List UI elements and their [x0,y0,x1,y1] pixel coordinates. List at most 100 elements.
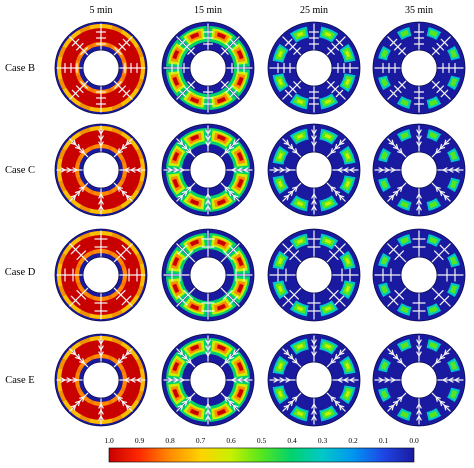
fin-branch [435,50,440,55]
fin-branch [439,353,443,360]
fin-branch [98,415,102,421]
melt-region [449,256,458,265]
melt-region [216,239,227,247]
fin-branch [287,190,294,194]
melt-region [236,151,244,162]
fin-branch [74,146,81,150]
fin-branch [117,148,120,154]
fin-branch [100,199,104,205]
radial-fin [69,287,89,307]
fin-branch [394,254,400,261]
fin-branch [100,193,104,199]
fin-branch [286,349,290,356]
inner-tube [295,49,333,87]
fin-branch [98,141,102,147]
fin-branch [390,377,396,381]
column-header-25min: 25 min [300,5,328,16]
melt-region [324,411,332,417]
melt-region [296,201,304,207]
fin-branch [125,41,131,47]
fin-branch [392,299,399,306]
fin-branch [225,88,230,93]
fin-branch [98,351,102,357]
fin-branch [80,50,85,55]
fin-branch [130,169,136,173]
melt-region [380,256,389,265]
liquid-fraction-regions [272,26,356,110]
fin-branch [205,345,209,351]
fin-branch [443,404,447,411]
fin-branch [100,345,104,351]
fin-branch [98,409,102,415]
fin-branch [440,92,446,98]
melt-region [345,180,351,188]
fin-branch [77,190,81,197]
fin-branch [416,339,420,345]
row-label-case-d: Case D [5,267,36,278]
melt-region [400,200,409,209]
fin-branch [333,254,339,261]
fin-branch [100,403,104,409]
fin-branch [416,141,420,147]
fin-branch [228,190,235,194]
fin-branch [60,169,66,173]
fin-branch [118,43,123,48]
fin-branch [227,254,233,261]
liquid-fraction-regions [378,27,460,109]
fin-branch [416,409,420,415]
fin-branch [435,148,438,154]
fin-branch [77,400,81,407]
radial-fin [69,80,89,100]
fin-branch [180,139,184,146]
fin-branch [439,299,446,306]
fin-branch [82,396,85,402]
fin-branch [80,81,85,86]
fin-branch [397,186,403,189]
melt-region [236,388,244,399]
radial-fin [220,287,240,307]
fin-branch [287,356,294,360]
fin-branch [70,194,77,198]
fin-branch [330,151,336,154]
fin-branch [181,400,188,404]
fin-branch [74,400,81,404]
fin-branch [394,289,400,296]
fin-branch [290,143,294,150]
inner-tube [189,361,227,399]
fin-branch [243,377,249,381]
fin-branch [184,143,188,150]
melt-region [345,285,351,293]
fin-branch [79,396,85,399]
fin-branch [283,142,290,146]
fin-branch [283,194,290,198]
fin-branch [335,38,341,44]
melt-region [380,361,389,370]
fin-branch [232,404,239,408]
fin-branch [286,194,290,201]
fin-branch [183,254,189,261]
fin-branch [290,353,294,360]
fin-branch [313,403,317,409]
fin-branch [100,141,104,147]
fin-branch [224,396,230,399]
fin-branch [311,199,315,205]
fin-branch [207,141,211,147]
fin-branch [221,84,226,89]
fin-branch [283,295,290,302]
inner-tube [400,151,438,189]
fin-branch [228,146,235,150]
fin-structure [374,335,464,425]
liquid-fraction-regions [272,338,356,422]
fin-branch [313,339,317,345]
fin-structure [163,230,253,320]
fin-branch [443,194,450,198]
fin-branch [122,38,128,44]
fin-branch [232,295,239,302]
fin-branch [392,38,398,44]
contour-cell [161,123,255,217]
fin-branch [295,358,298,364]
melt-region [429,305,438,314]
fin-branch [98,129,102,135]
fin-branch [439,400,446,404]
fin-branch [207,403,211,409]
